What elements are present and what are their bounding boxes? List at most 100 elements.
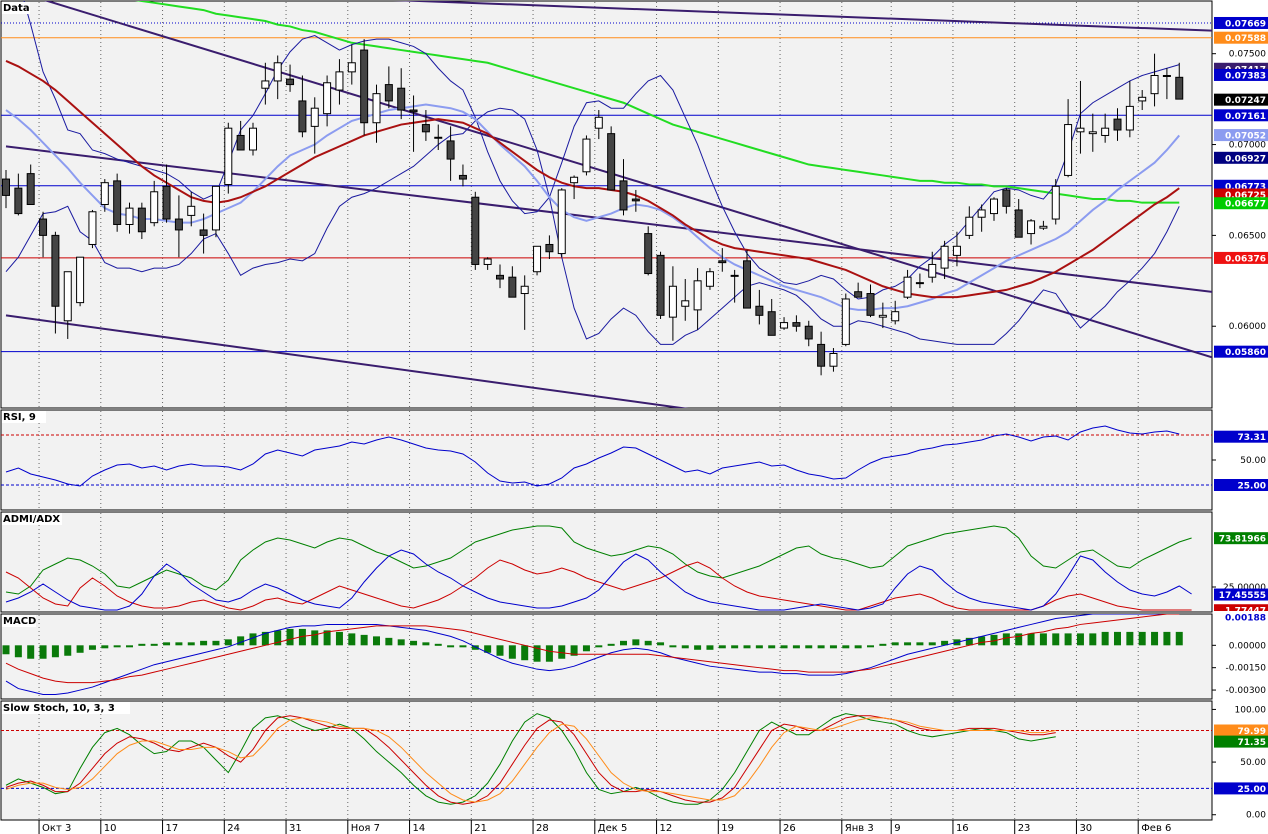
macd-top-tag-bg xyxy=(1214,611,1268,623)
trendline xyxy=(5,145,1212,293)
trendline xyxy=(44,1,1212,359)
pane-stoch xyxy=(0,700,1213,821)
macd-histogram-bar xyxy=(817,645,825,649)
ma-red-line xyxy=(5,60,1180,299)
candle-body xyxy=(224,127,233,186)
adx-series-line xyxy=(5,559,1192,611)
candle-body xyxy=(187,205,196,216)
candle-body xyxy=(174,218,183,231)
macd-histogram-bar xyxy=(879,643,887,646)
y-tick-label: -0.00300 xyxy=(1226,686,1267,696)
candle-body xyxy=(681,300,690,307)
candle-body xyxy=(63,271,72,322)
macd-histogram-bar xyxy=(27,645,35,659)
bollinger-upper-line xyxy=(23,1,1180,300)
macd-histogram-bar xyxy=(126,645,133,648)
price-tag-bg xyxy=(1214,31,1268,44)
x-tick-label: Дек 5 xyxy=(598,823,628,834)
candle-body xyxy=(446,140,455,160)
x-tick-label: 17 xyxy=(166,823,179,834)
candle-body xyxy=(915,282,924,285)
macd-histogram-bar xyxy=(718,645,726,649)
candle-body xyxy=(434,136,443,139)
candle-body xyxy=(743,260,751,309)
y-tick-label: 0.07500 xyxy=(1229,50,1266,60)
macd-histogram-bar xyxy=(681,645,689,649)
bollinger-lower-line xyxy=(5,107,1180,345)
stoch-level-tag: 25.00 xyxy=(1238,785,1266,795)
macd-histogram-bar xyxy=(286,628,294,646)
macd-histogram-bar xyxy=(175,642,183,646)
candle-body xyxy=(199,229,208,236)
macd-histogram-bar xyxy=(311,630,319,646)
macd-histogram-bar xyxy=(212,640,220,646)
candle-body xyxy=(730,274,739,277)
candle-body xyxy=(817,343,826,367)
macd-histogram-bar xyxy=(237,636,245,646)
candle-body xyxy=(607,133,616,191)
stoch-value-tag-bg xyxy=(1214,735,1268,748)
macd-histogram-bar xyxy=(1151,631,1159,646)
candle-body xyxy=(76,256,85,304)
price-tag: 0.06773 xyxy=(1225,182,1266,192)
x-tick-label: 23 xyxy=(1018,823,1031,834)
candle-body xyxy=(113,180,122,225)
price-tag: 0.06927 xyxy=(1225,154,1266,164)
macd-line xyxy=(5,614,1180,684)
x-tick-label: 21 xyxy=(474,823,487,834)
candle-body xyxy=(211,185,220,231)
candle-body xyxy=(878,314,887,318)
macd-histogram-bar xyxy=(595,645,603,648)
pane-title: MACD xyxy=(3,616,36,627)
stoch-line xyxy=(5,717,1056,803)
macd-histogram-bar xyxy=(558,645,566,659)
candle-body xyxy=(718,260,727,264)
x-tick-label: 12 xyxy=(660,823,673,834)
macd-histogram-bar xyxy=(14,645,22,658)
candle-body xyxy=(14,187,23,215)
macd-histogram-bar xyxy=(101,645,109,649)
macd-histogram-bar xyxy=(1101,631,1109,646)
candle-body xyxy=(360,49,369,124)
stoch-value-tag: 79.99 xyxy=(1238,727,1266,737)
candle-body xyxy=(508,276,517,298)
price-tag-bg xyxy=(1214,151,1268,164)
candle-body xyxy=(483,258,492,265)
candle-body xyxy=(557,189,566,255)
candle-body xyxy=(88,211,97,245)
price-tag-bg xyxy=(1214,129,1268,142)
candle-body xyxy=(841,298,850,345)
price-tag: 0.06376 xyxy=(1225,254,1266,264)
price-tag: 0.07383 xyxy=(1225,71,1266,81)
macd-histogram-bar xyxy=(545,645,553,662)
candle-body xyxy=(619,180,628,211)
pane-title-bg xyxy=(2,513,62,525)
candle-body xyxy=(51,234,60,307)
adx-value-tag: 17.45555 xyxy=(1219,591,1266,601)
macd-histogram-bar xyxy=(792,645,800,649)
y-tick-label: 0.06500 xyxy=(1229,231,1266,241)
candle-body xyxy=(249,127,257,151)
macd-histogram-bar xyxy=(138,643,146,646)
stoch-level-tag-bg xyxy=(1214,782,1268,795)
macd-histogram-bar xyxy=(200,640,208,646)
macd-histogram-bar xyxy=(187,642,195,646)
candle-body xyxy=(1076,127,1085,133)
price-tag-bg xyxy=(1214,251,1268,264)
candle-body xyxy=(261,80,270,89)
rsi-value-tag: 73.31 xyxy=(1238,433,1266,443)
macd-histogram-bar xyxy=(64,645,72,656)
macd-histogram-bar xyxy=(904,642,912,646)
adx-series-line xyxy=(5,525,1192,595)
macd-histogram-bar xyxy=(373,636,380,646)
macd-histogram-bar xyxy=(447,645,455,648)
macd-histogram-bar xyxy=(657,642,665,646)
y-tick-label: 50.00 xyxy=(1240,758,1266,768)
macd-histogram-bar xyxy=(965,637,973,646)
x-tick-label: Окт 3 xyxy=(42,823,71,834)
candle-body xyxy=(39,218,48,236)
macd-histogram-bar xyxy=(1175,631,1183,646)
candle-body xyxy=(471,196,480,265)
x-tick-label: 30 xyxy=(1079,823,1092,834)
